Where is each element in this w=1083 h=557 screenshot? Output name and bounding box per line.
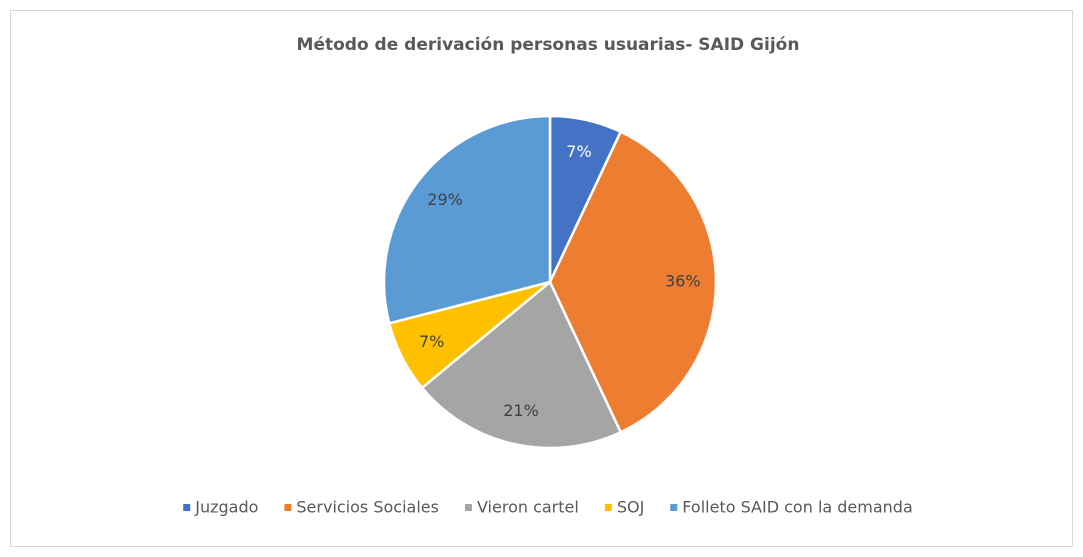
legend-label: Vieron cartel (477, 498, 579, 517)
chart-title: Método de derivación personas usuarias- … (297, 35, 800, 55)
legend-swatch (183, 504, 191, 511)
legend-label: Juzgado (194, 498, 258, 517)
legend-swatch (604, 504, 612, 511)
data-label: 29% (427, 190, 463, 209)
data-label: 7% (419, 332, 444, 351)
legend-swatch (464, 504, 472, 511)
pie-slice (548, 130, 718, 434)
data-label: 21% (503, 401, 539, 420)
legend-label: SOJ (617, 498, 644, 517)
data-label: 36% (665, 272, 701, 291)
legend-label: Servicios Sociales (296, 498, 439, 517)
pie-slice (382, 114, 552, 325)
legend-label: Folleto SAID con la demanda (682, 498, 912, 517)
legend-swatch (284, 504, 292, 511)
data-label: 7% (566, 142, 591, 161)
legend-swatch (670, 504, 678, 511)
pie-slice (420, 280, 623, 450)
